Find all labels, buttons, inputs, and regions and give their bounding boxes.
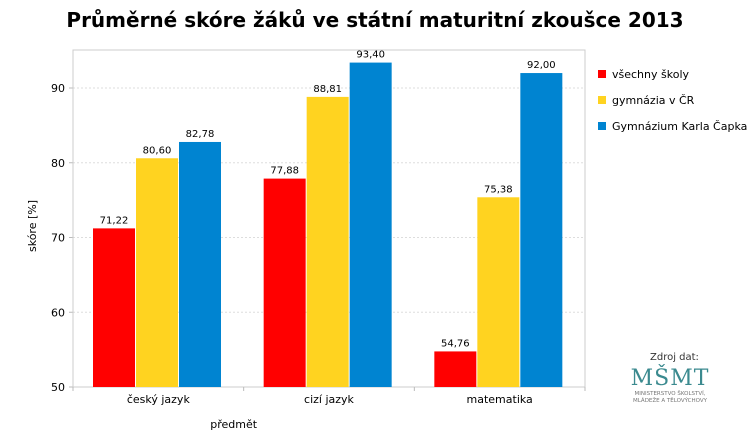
legend-label: Gymnázium Karla Čapka (612, 120, 748, 133)
bar-3 (520, 73, 563, 388)
logo-mark: MŠMT (630, 366, 710, 391)
legend-swatch (598, 122, 606, 130)
y-tick-label: 70 (51, 232, 65, 245)
x-tick-label: matematika (467, 393, 533, 406)
y-tick-label: 90 (51, 82, 65, 95)
bar-2 (306, 96, 349, 387)
y-tick-label: 80 (51, 157, 65, 170)
data-label: 75,38 (484, 184, 513, 195)
data-label: 92,00 (527, 60, 556, 71)
bar-3 (349, 62, 392, 388)
data-label: 93,40 (356, 50, 385, 61)
legend-swatch (598, 70, 606, 78)
y-tick-label: 60 (51, 306, 65, 319)
msmt-logo: MŠMT MINISTERSTVO ŠKOLSTVÍ, MLÁDEŽE A TĚ… (622, 366, 718, 405)
legend-item: Gymnázium Karla Čapka (598, 120, 747, 133)
x-tick-label: cizí jazyk (304, 393, 355, 406)
legend-label: všechny školy (612, 68, 690, 81)
bar-1 (263, 178, 306, 387)
y-axis-label: skóre [%] (26, 200, 39, 252)
x-tick-label: český jazyk (127, 393, 191, 406)
data-label: 54,76 (441, 338, 470, 349)
legend-swatch (598, 96, 606, 104)
x-axis-label: předmět (210, 418, 257, 431)
bar-2 (136, 158, 178, 387)
data-label: 80,60 (143, 145, 172, 156)
bar-1 (434, 351, 477, 387)
data-label: 82,78 (186, 129, 215, 140)
logo-caption: MLÁDEŽE A TĚLOVÝCHOVY (633, 398, 707, 404)
data-label: 88,81 (313, 84, 342, 95)
data-label: 77,88 (270, 166, 299, 177)
legend-label: gymnázia v ČR (612, 94, 695, 107)
chart-title: Průměrné skóre žáků ve státní maturitní … (66, 8, 684, 32)
bar-2 (477, 197, 520, 387)
source-label: Zdroj dat: (650, 352, 699, 363)
logo-caption: MINISTERSTVO ŠKOLSTVÍ, (634, 391, 706, 397)
bar-1 (93, 228, 135, 387)
legend-item: všechny školy (598, 68, 689, 81)
data-label: 71,22 (100, 215, 129, 226)
y-tick-label: 50 (51, 381, 65, 394)
bar-3 (179, 141, 221, 387)
legend-item: gymnázia v ČR (598, 94, 694, 107)
